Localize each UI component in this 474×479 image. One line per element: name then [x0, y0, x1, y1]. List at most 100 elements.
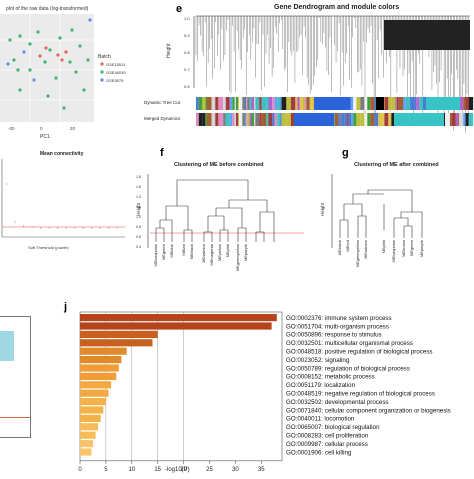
pca-point	[46, 94, 50, 98]
pca-legend-label-2: GSE5575	[106, 78, 124, 83]
panel-f-branches	[155, 179, 275, 242]
go-bar	[80, 389, 109, 397]
go-bar	[80, 364, 119, 372]
panel-f-ytick: 1.2	[136, 205, 141, 209]
go-bar	[80, 406, 104, 414]
panel-g-leaf: MEgreenyellow	[355, 240, 360, 267]
panel-f-ytick: 0.8	[136, 225, 141, 229]
panel-f-letter: f	[160, 147, 164, 159]
pca-point	[48, 48, 52, 52]
pca-point	[82, 88, 86, 92]
pca-point	[88, 18, 92, 22]
pca-point	[44, 46, 48, 50]
go-term-label: GO:0001906: cell killing	[286, 449, 352, 456]
connectivity-point: •	[100, 225, 102, 230]
connectivity-point: •	[6, 181, 8, 186]
connectivity-point: •	[15, 219, 17, 224]
go-xtick: 0	[78, 467, 82, 473]
pca-point	[60, 58, 64, 62]
go-bar	[80, 314, 277, 322]
pca-panel: plot of the raw data (log-transformed) -…	[0, 0, 130, 140]
me-dendrogram-before: f Clustering of ME before combined Heigh…	[136, 147, 304, 271]
pca-point	[22, 50, 26, 54]
panel-g: g Clustering of ME after combined Height…	[318, 146, 474, 276]
pca-point	[68, 60, 72, 64]
connectivity-title: Mean connectivity	[40, 151, 84, 157]
panel-f-ylabel: Height	[136, 202, 141, 216]
panel-e-title: Gene Dendrogram and module colors	[274, 4, 399, 11]
go-term-label: GO:0008283: cell proliferation	[286, 433, 369, 440]
panel-g-leaf: MEturquoise	[391, 239, 396, 262]
go-term-label: GO:0009987: cellular process	[286, 441, 368, 448]
panel-e-ytick-0: 1.0	[184, 16, 190, 21]
panel-g-ylabel: Height	[320, 202, 325, 216]
panel-e-ytick-4: 0.6	[184, 84, 190, 89]
go-xlabel: -log10(P)	[165, 467, 190, 473]
connectivity-xlabel: Soft Threshold (power)	[28, 245, 69, 250]
pca-legend-marker-1	[100, 70, 104, 74]
go-xtick: 25	[206, 467, 213, 473]
panel-e-letter: e	[176, 3, 182, 15]
connectivity-point: •	[32, 224, 34, 229]
pca-point	[58, 36, 62, 40]
panel-f-leaf: MEpink	[225, 244, 230, 257]
go-bar	[80, 448, 92, 456]
pca-point	[78, 44, 82, 48]
go-enrichment-chart: j GO:0002376: immune system processGO:00…	[63, 301, 451, 473]
connectivity-point: •	[57, 225, 59, 230]
go-term-label: GO:0023052: signaling	[286, 357, 350, 364]
pca-point	[64, 50, 68, 54]
pca-point	[28, 68, 32, 72]
connectivity-points: • • • • • • • • • • • • • •	[6, 181, 119, 230]
gene-dendrogram: e Gene Dendrogram and module colors Heig…	[144, 3, 474, 133]
panel-f-leaf: MEpurple	[243, 243, 248, 261]
panel-g-leaf: MEpurple	[419, 239, 424, 257]
pca-point	[70, 28, 74, 32]
go-term-label: GO:0032501: multicellular organismal pro…	[286, 340, 413, 347]
go-term-label: GO:0048518: positive regulation of biolo…	[286, 349, 433, 356]
pca-point	[12, 58, 16, 62]
panel-g-leaf: MEpink	[381, 240, 386, 253]
pca-point	[18, 88, 22, 92]
pca-points	[6, 18, 92, 110]
panel-f-ytick: 1.6	[136, 185, 141, 189]
panel-e-ytick-2: 0.8	[184, 50, 190, 55]
go-term-label: GO:0040011: locomotion	[286, 416, 355, 423]
go-bar	[80, 414, 101, 422]
panel-g-leaf: MEgreen	[409, 240, 414, 256]
pca-legend-label-1: GSE46030	[106, 70, 126, 75]
panel-f-ytick: 0.4	[136, 245, 141, 249]
panel-g-leaf: MEsalmon	[363, 240, 368, 259]
pca-point	[18, 34, 22, 38]
panel-j-letter: j	[63, 301, 67, 313]
pca-point	[56, 53, 60, 57]
panel-e-ylabel: Height	[166, 43, 172, 58]
panel-g-leaf: MEblack	[337, 240, 342, 255]
pca-point	[16, 68, 20, 72]
panel-f-leaf: MEturquoise	[153, 243, 158, 266]
connectivity-point: •	[83, 225, 85, 230]
go-term-label: GO:0050789: regulation of biological pro…	[286, 365, 410, 372]
panel-f-leaf: MEblue	[169, 243, 174, 257]
pca-plot-area	[0, 14, 94, 122]
go-bar	[80, 440, 93, 448]
panel-f-leaves: MEturquoise MEgreen MEblue MEtan MEblack MEsa…	[153, 243, 248, 271]
go-term-label: GO:0008152: metabolic process	[286, 374, 375, 381]
pca-xtick-2: 20	[70, 126, 76, 131]
panel-g-branches	[339, 189, 423, 238]
panel-g-leaf: MEbrown	[401, 240, 406, 257]
panel-g-leaves: MEblack MEred MEgreenyellow MEsalmon MEpink M…	[337, 239, 424, 267]
panel-f-ytick: 1.4	[136, 195, 141, 199]
pca-legend-marker-0	[100, 62, 104, 66]
connectivity-panel: Mean connectivity • • • • • • • • • • • • • • Soft Th…	[0, 145, 130, 255]
panel-i-line	[0, 417, 30, 418]
connectivity-point: •	[49, 225, 51, 230]
connectivity-point: •	[23, 223, 25, 228]
pca-xlabel: PC1	[40, 134, 50, 140]
go-bar	[80, 347, 127, 355]
panel-g-letter: g	[342, 147, 349, 159]
panel-e-ytick-3: 0.7	[184, 67, 190, 72]
pca-point	[32, 78, 36, 82]
pca-point	[8, 38, 12, 42]
panel-f-leaf: MEsalmon	[201, 244, 206, 263]
